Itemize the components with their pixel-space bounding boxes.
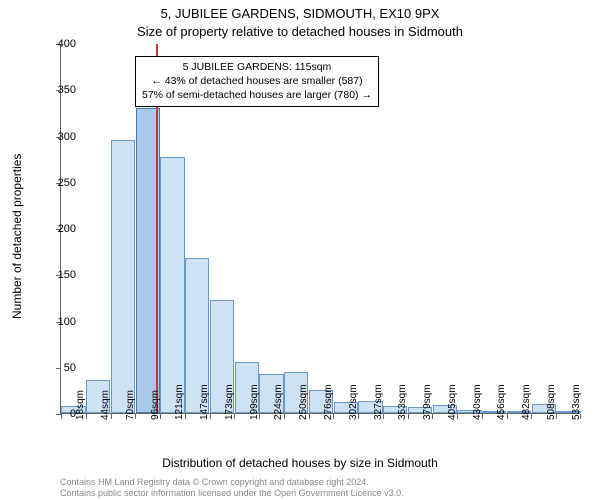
x-tick-label: 533sqm: [571, 384, 582, 420]
y-tick-label: 50: [40, 362, 76, 374]
chart-plot-area: 5 JUBILEE GARDENS: 115sqm ← 43% of detac…: [60, 44, 580, 414]
y-tick-label: 0: [40, 408, 76, 420]
histogram-bar: [111, 140, 135, 413]
annotation-line1: 5 JUBILEE GARDENS: 115sqm: [142, 60, 372, 74]
x-tick-label: 44sqm: [100, 390, 111, 420]
x-tick-label: 147sqm: [199, 384, 210, 420]
footer-line2: Contains public sector information licen…: [60, 488, 404, 498]
y-tick-label: 250: [40, 177, 76, 189]
x-tick-label: 379sqm: [422, 384, 433, 420]
x-tick-label: 121sqm: [174, 384, 185, 420]
y-tick-label: 400: [40, 38, 76, 50]
x-tick-label: 276sqm: [323, 384, 334, 420]
x-tick-label: 405sqm: [447, 384, 458, 420]
x-tick-label: 250sqm: [298, 384, 309, 420]
y-tick-label: 300: [40, 131, 76, 143]
x-tick-label: 173sqm: [224, 384, 235, 420]
annotation-line2: ← 43% of detached houses are smaller (58…: [142, 74, 372, 88]
x-tick-label: 224sqm: [273, 384, 284, 420]
x-tick-label: 302sqm: [348, 384, 359, 420]
x-tick-label: 353sqm: [397, 384, 408, 420]
title-address: 5, JUBILEE GARDENS, SIDMOUTH, EX10 9PX: [0, 6, 600, 21]
x-tick-label: 18sqm: [75, 390, 86, 420]
x-tick-label: 70sqm: [125, 390, 136, 420]
y-tick-label: 200: [40, 223, 76, 235]
x-tick-label: 508sqm: [546, 384, 557, 420]
y-axis-label: Number of detached properties: [10, 154, 24, 319]
annotation-box: 5 JUBILEE GARDENS: 115sqm ← 43% of detac…: [135, 56, 379, 107]
footer-line1: Contains HM Land Registry data © Crown c…: [60, 477, 404, 487]
histogram-bar: [160, 157, 184, 413]
y-tick-label: 350: [40, 84, 76, 96]
x-tick-label: 327sqm: [373, 384, 384, 420]
y-tick-label: 150: [40, 269, 76, 281]
x-tick-label: 199sqm: [249, 384, 260, 420]
title-subtitle: Size of property relative to detached ho…: [0, 24, 600, 39]
x-tick-label: 96sqm: [150, 390, 161, 420]
y-tick-label: 100: [40, 316, 76, 328]
footer-attribution: Contains HM Land Registry data © Crown c…: [60, 477, 404, 498]
x-tick-label: 430sqm: [472, 384, 483, 420]
x-axis-label: Distribution of detached houses by size …: [0, 456, 600, 470]
x-tick-label: 456sqm: [496, 384, 507, 420]
x-tick-label: 482sqm: [521, 384, 532, 420]
annotation-line3: 57% of semi-detached houses are larger (…: [142, 88, 372, 102]
